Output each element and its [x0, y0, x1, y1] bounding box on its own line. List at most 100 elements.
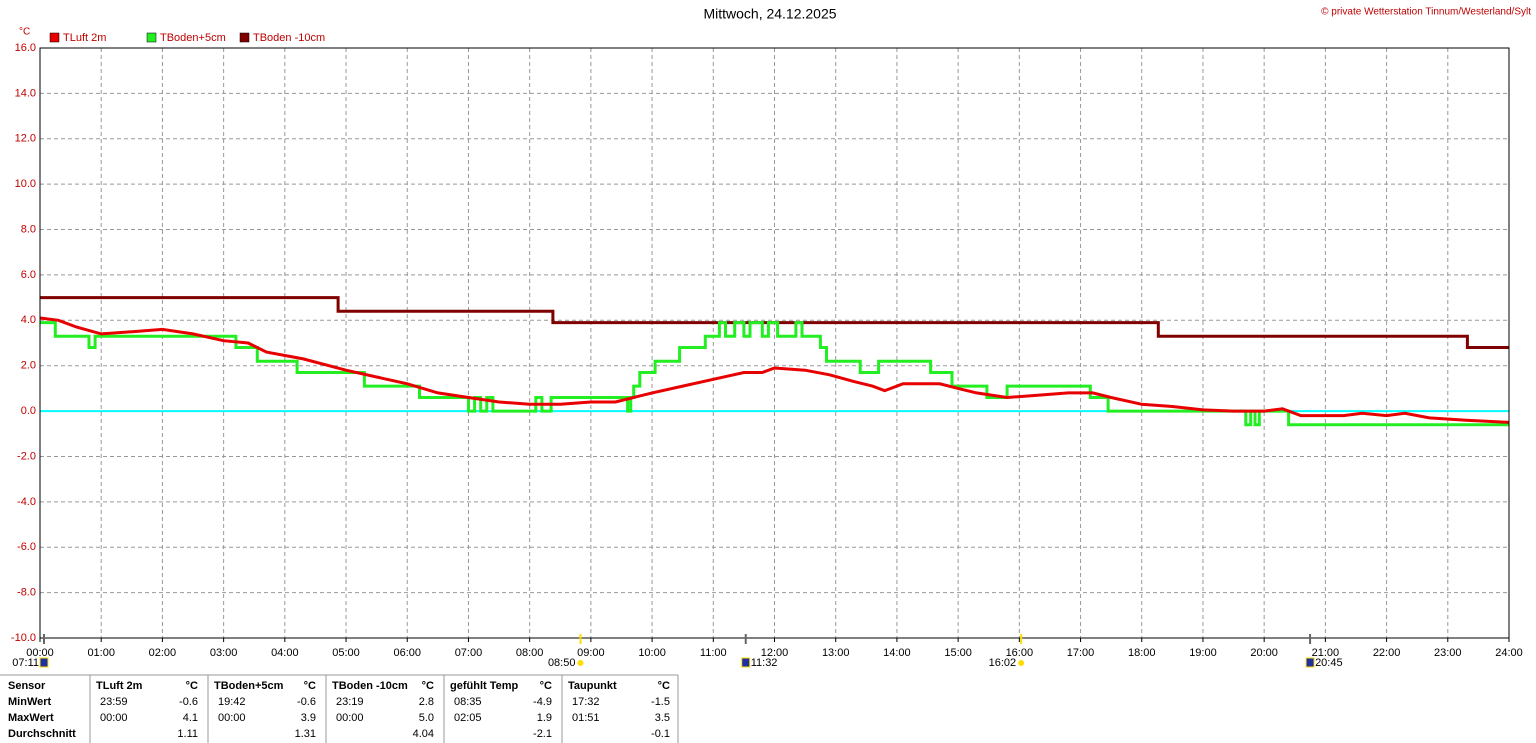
table-cell: 1.11 — [177, 728, 198, 740]
x-tick-label: 08:00 — [516, 647, 544, 659]
event-label: 07:11 — [12, 657, 39, 669]
table-header: TLuft 2m — [96, 680, 143, 692]
x-tick-label: 11:00 — [700, 647, 727, 659]
table-cell: 3.5 — [655, 712, 670, 724]
table-cell: 00:00 — [336, 712, 364, 724]
legend-label: TBoden -10cm — [253, 32, 325, 44]
x-tick-label: 17:00 — [1067, 647, 1095, 659]
event-icon — [1305, 657, 1315, 668]
table-header: °C — [658, 680, 670, 692]
table-cell: -0.6 — [179, 696, 198, 708]
table-cell: -2.1 — [533, 728, 552, 740]
event-label: 16:02 — [989, 657, 1017, 669]
y-tick-label: -8.0 — [17, 587, 36, 599]
table-header: °C — [304, 680, 316, 692]
table-cell: 01:51 — [572, 712, 600, 724]
table-cell: -1.5 — [651, 696, 670, 708]
x-tick-label: 04:00 — [271, 647, 299, 659]
table-header: TBoden+5cm — [214, 680, 284, 692]
table-cell: 02:05 — [454, 712, 482, 724]
table-cell: 1.31 — [295, 728, 316, 740]
y-tick-label: -2.0 — [17, 450, 36, 462]
x-tick-label: 03:00 — [210, 647, 238, 659]
event-icon — [741, 657, 751, 668]
table-cell: 23:59 — [100, 696, 128, 708]
table-cell: 00:00 — [218, 712, 246, 724]
table-header: °C — [540, 680, 552, 692]
x-tick-label: 19:00 — [1189, 647, 1217, 659]
table-cell: 2.8 — [419, 696, 434, 708]
x-tick-label: 24:00 — [1495, 647, 1523, 659]
x-tick-label: 23:00 — [1434, 647, 1462, 659]
row-label: MaxWert — [8, 712, 54, 724]
y-tick-label: 8.0 — [21, 223, 36, 235]
table-cell: 00:00 — [100, 712, 128, 724]
x-tick-label: 02:00 — [149, 647, 177, 659]
event-icon — [39, 657, 49, 668]
x-tick-label: 16:00 — [1006, 647, 1034, 659]
x-tick-label: 20:00 — [1250, 647, 1278, 659]
x-tick-label: 06:00 — [393, 647, 421, 659]
y-unit: °C — [19, 27, 30, 38]
y-tick-label: 12.0 — [15, 133, 36, 145]
x-tick-label: 12:00 — [761, 647, 789, 659]
y-tick-label: 14.0 — [15, 87, 36, 99]
y-tick-label: -4.0 — [17, 496, 36, 508]
table-cell: 5.0 — [419, 712, 434, 724]
plot-border — [39, 47, 1510, 639]
table-cell: 1.9 — [537, 712, 552, 724]
table-cell: -4.9 — [533, 696, 552, 708]
table-header: gefühlt Temp — [450, 680, 519, 692]
y-tick-label: -10.0 — [11, 632, 36, 644]
x-tick-label: 05:00 — [332, 647, 360, 659]
event-icon — [1018, 660, 1025, 666]
table-cell: 19:42 — [218, 696, 246, 708]
table-header: Sensor — [8, 680, 46, 692]
x-tick-label: 21:00 — [1312, 647, 1340, 659]
table-cell: 17:32 — [572, 696, 600, 708]
series-line — [39, 316, 1510, 424]
row-label: Durchschnitt — [8, 728, 76, 740]
table-cell: 08:35 — [454, 696, 482, 708]
x-tick-label: 10:00 — [638, 647, 666, 659]
x-tick-label: 18:00 — [1128, 647, 1156, 659]
y-tick-label: -6.0 — [17, 541, 36, 553]
table-cell: -0.6 — [297, 696, 316, 708]
legend-label: TBoden+5cm — [160, 32, 226, 44]
table-header: Taupunkt — [568, 680, 617, 692]
legend-swatch — [49, 32, 60, 43]
table-cell: -0.1 — [651, 728, 670, 740]
table-cell: 3.9 — [301, 712, 316, 724]
y-tick-label: 2.0 — [21, 360, 36, 372]
table-cell: 23:19 — [336, 696, 364, 708]
x-tick-label: 13:00 — [822, 647, 850, 659]
event-icon — [577, 660, 584, 666]
event-label: 08:50 — [548, 657, 576, 669]
table-header: TBoden -10cm — [332, 680, 408, 692]
event-label: 20:45 — [1315, 657, 1343, 669]
x-tick-label: 15:00 — [944, 647, 972, 659]
y-tick-label: 16.0 — [15, 42, 36, 54]
x-tick-label: 09:00 — [577, 647, 605, 659]
table-header: °C — [422, 680, 434, 692]
x-tick-label: 00:00 — [26, 647, 54, 659]
x-tick-label: 22:00 — [1373, 647, 1401, 659]
row-label: MinWert — [8, 696, 52, 708]
chart-title: Mittwoch, 24.12.2025 — [703, 6, 836, 22]
y-tick-label: 6.0 — [21, 269, 36, 281]
y-tick-label: 10.0 — [15, 178, 36, 190]
x-tick-label: 01:00 — [87, 647, 115, 659]
y-tick-label: 4.0 — [21, 314, 36, 326]
event-label: 11:32 — [751, 657, 778, 669]
table-header: °C — [186, 680, 198, 692]
table-cell: 4.04 — [413, 728, 434, 740]
y-tick-label: 0.0 — [21, 405, 36, 417]
series-line — [40, 296, 1509, 349]
legend-swatch — [146, 32, 157, 43]
legend-swatch — [239, 32, 250, 43]
table-cell: 4.1 — [183, 712, 198, 724]
x-tick-label: 07:00 — [455, 647, 483, 659]
copyright: © private Wetterstation Tinnum/Westerlan… — [1321, 7, 1531, 18]
